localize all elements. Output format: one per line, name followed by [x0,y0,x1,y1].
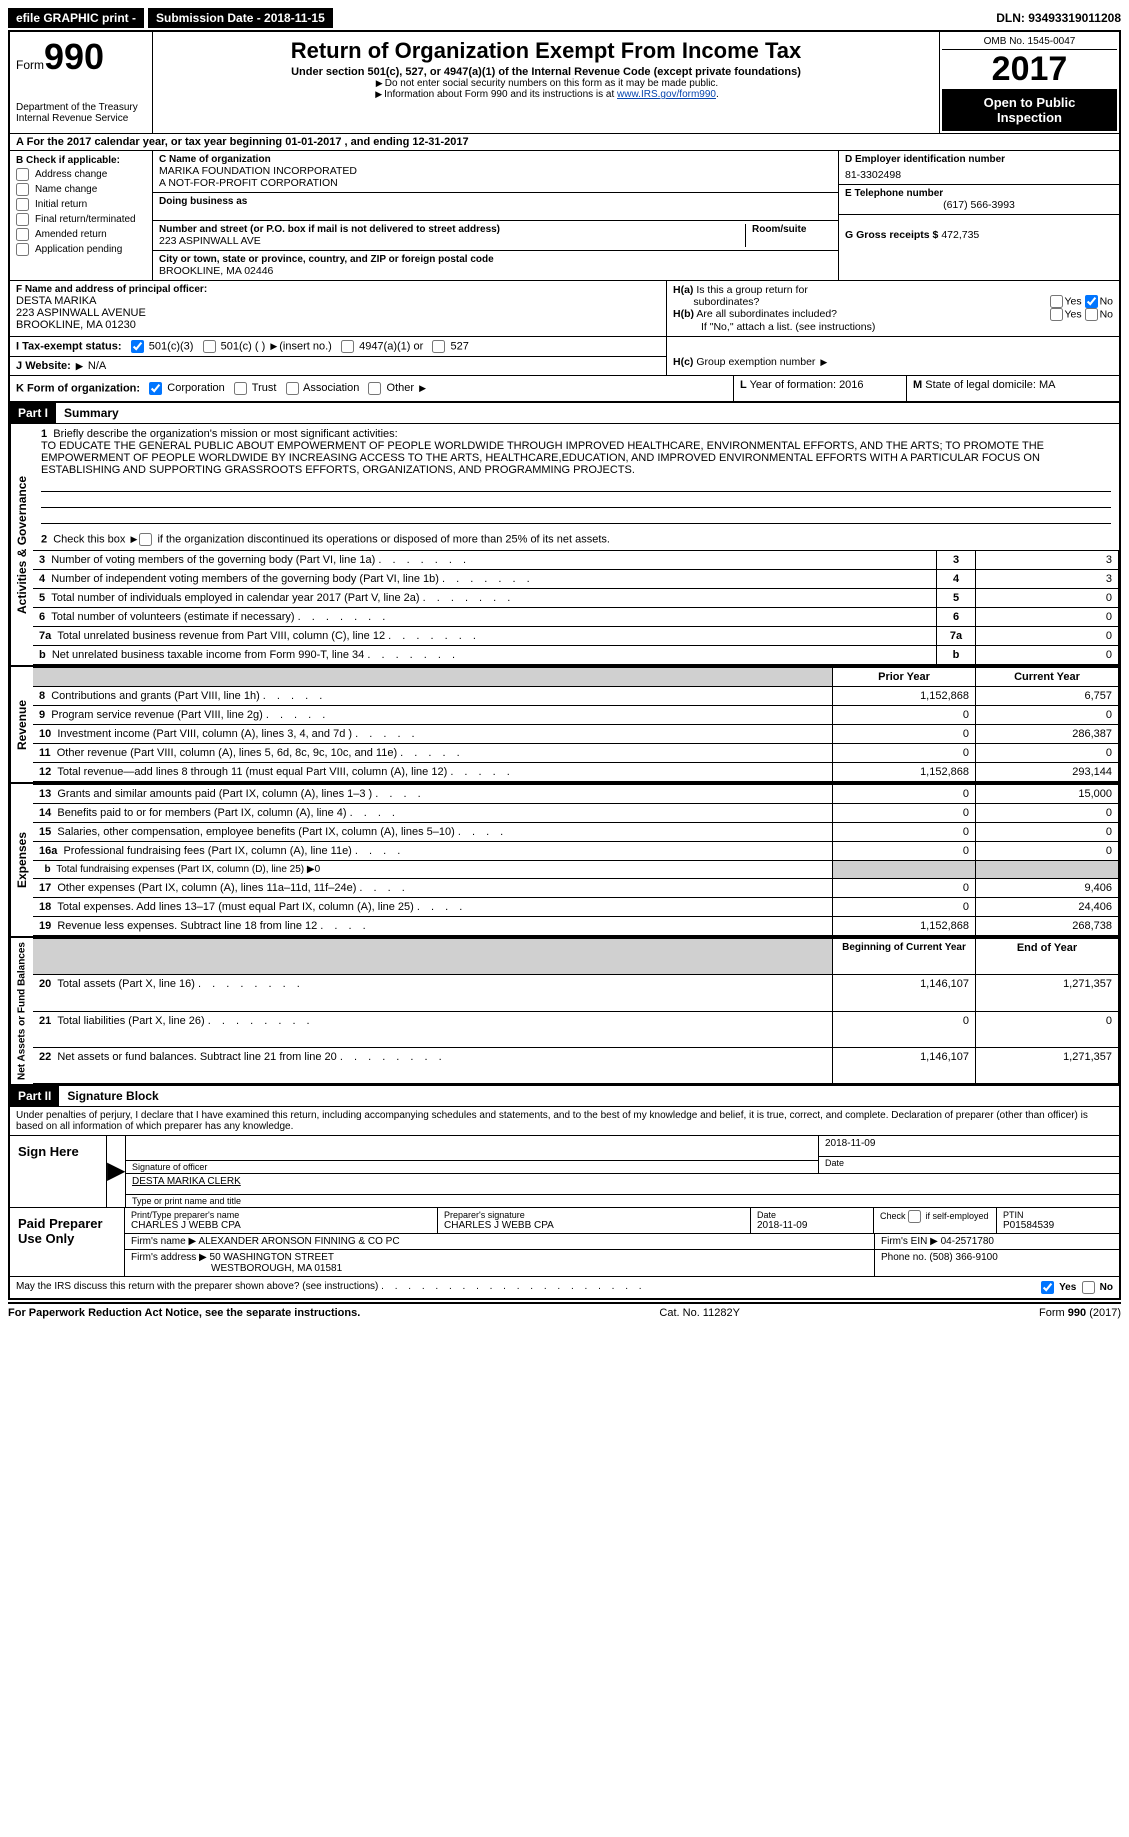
table-row: 15 Salaries, other compensation, employe… [33,823,1119,842]
signature-block: Under penalties of perjury, I declare th… [8,1107,1121,1300]
applicable-option: Name change [16,183,146,196]
applicable-checkbox[interactable] [16,213,29,226]
table-row: 20 Total assets (Part X, line 16) . . . … [33,975,1119,1011]
submission-date: Submission Date - 2018-11-15 [148,8,333,28]
4947-checkbox[interactable] [341,340,354,353]
year-block: OMB No. 1545-0047 2017 Open to PublicIns… [939,32,1119,133]
org-form-checkbox[interactable] [149,382,162,395]
table-row: 7a Total unrelated business revenue from… [33,627,1119,646]
discontinued-checkbox[interactable] [139,533,152,546]
year-formation: L Year of formation: 2016 [734,376,907,401]
arrow-icon [374,78,385,89]
table-row: b Net unrelated business taxable income … [33,646,1119,665]
501c3-checkbox[interactable] [131,340,144,353]
table-row: 11 Other revenue (Part VIII, column (A),… [33,744,1119,763]
tax-exempt-line: I Tax-exempt status: 501(c)(3) 501(c) ( … [10,337,666,357]
expenses-table: 13 Grants and similar amounts paid (Part… [33,784,1119,936]
part-1-header: Part I Summary [8,403,1121,424]
entity-section: A For the 2017 calendar year, or tax yea… [8,133,1121,403]
sign-here-label: Sign Here [10,1136,107,1207]
net-assets-section: Net Assets or Fund Balances Beginning of… [8,938,1121,1086]
right-info-column: D Employer identification number 81-3302… [838,151,1119,280]
applicable-checkbox[interactable] [16,168,29,181]
officer-block: F Name and address of principal officer:… [10,281,667,336]
hb-no-checkbox[interactable] [1085,308,1098,321]
applicable-option: Address change [16,168,146,181]
org-form-checkbox[interactable] [368,382,381,395]
top-bar: efile GRAPHIC print - Submission Date - … [8,8,1121,28]
table-row: 9 Program service revenue (Part VIII, li… [33,706,1119,725]
dln-number: DLN: 93493319011208 [996,11,1121,25]
ha-yes-checkbox[interactable] [1050,295,1063,308]
check-if-applicable: B Check if applicable: Address change Na… [10,151,153,280]
arrow-icon [373,89,384,100]
page-footer: For Paperwork Reduction Act Notice, see … [8,1302,1121,1319]
mission-text: TO EDUCATE THE GENERAL PUBLIC ABOUT EMPO… [41,440,1044,476]
table-row: 22 Net assets or fund balances. Subtract… [33,1047,1119,1083]
discuss-no-checkbox[interactable] [1082,1281,1095,1294]
applicable-checkbox[interactable] [16,228,29,241]
table-header-row: Beginning of Current YearEnd of Year [33,939,1119,975]
table-header-row: Prior YearCurrent Year [33,668,1119,687]
activities-governance-section: Activities & Governance 1 Briefly descri… [8,424,1121,667]
governance-table: 3 Number of voting members of the govern… [33,550,1119,665]
state-domicile: M State of legal domicile: MA [907,376,1119,401]
efile-tag: efile GRAPHIC print - [8,8,144,28]
table-row: 6 Total number of volunteers (estimate i… [33,608,1119,627]
net-assets-table: Beginning of Current YearEnd of Year20 T… [33,938,1119,1084]
perjury-statement: Under penalties of perjury, I declare th… [10,1107,1119,1136]
arrow-icon [128,533,139,545]
table-row: 21 Total liabilities (Part X, line 26) .… [33,1011,1119,1047]
expenses-section: Expenses 13 Grants and similar amounts p… [8,784,1121,938]
table-row: 3 Number of voting members of the govern… [33,551,1119,570]
website-line: J Website: N/A [10,357,666,375]
form-number-block: Form990 Department of the Treasury Inter… [10,32,153,133]
table-row: 17 Other expenses (Part IX, column (A), … [33,879,1119,898]
discuss-yes-checkbox[interactable] [1041,1281,1054,1294]
table-row: 5 Total number of individuals employed i… [33,589,1119,608]
part-2-header: Part II Signature Block [8,1086,1121,1107]
org-form-checkbox[interactable] [286,382,299,395]
paid-preparer-label: Paid Preparer Use Only [10,1208,125,1276]
applicable-option: Final return/terminated [16,213,146,226]
irs-link[interactable]: www.IRS.gov/form990 [617,89,716,100]
revenue-table: Prior YearCurrent Year8 Contributions an… [33,667,1119,782]
table-row: 12 Total revenue—add lines 8 through 11 … [33,763,1119,782]
self-employed-checkbox[interactable] [908,1210,921,1223]
table-row: 8 Contributions and grants (Part VIII, l… [33,687,1119,706]
arrow-icon [818,356,829,368]
form-header: Form990 Department of the Treasury Inter… [8,30,1121,133]
applicable-checkbox[interactable] [16,198,29,211]
applicable-checkbox[interactable] [16,243,29,256]
ha-no-checkbox[interactable] [1085,295,1098,308]
table-row: 13 Grants and similar amounts paid (Part… [33,785,1119,804]
form-title: Return of Organization Exempt From Incom… [161,38,931,64]
arrow-icon [74,360,85,372]
org-info-column: C Name of organization MARIKA FOUNDATION… [153,151,838,280]
discuss-line: May the IRS discuss this return with the… [10,1277,1119,1298]
revenue-section: Revenue Prior YearCurrent Year8 Contribu… [8,667,1121,784]
sign-arrow-icon: ▶ [107,1136,126,1207]
table-row: 19 Revenue less expenses. Subtract line … [33,917,1119,936]
table-row: 4 Number of independent voting members o… [33,570,1119,589]
applicable-option: Application pending [16,243,146,256]
org-form-checkbox[interactable] [234,382,247,395]
table-row: 14 Benefits paid to or for members (Part… [33,804,1119,823]
group-return-block: H(a) Is this a group return for subordin… [667,281,1119,336]
applicable-option: Initial return [16,198,146,211]
table-row: 16a Professional fundraising fees (Part … [33,842,1119,861]
form-of-org-line: K Form of organization: Corporation Trus… [10,376,734,401]
table-row: 10 Investment income (Part VIII, column … [33,725,1119,744]
527-checkbox[interactable] [432,340,445,353]
hb-yes-checkbox[interactable] [1050,308,1063,321]
501c-checkbox[interactable] [203,340,216,353]
form-title-block: Return of Organization Exempt From Incom… [153,32,939,133]
table-row: b Total fundraising expenses (Part IX, c… [33,861,1119,879]
group-exemption-block: H(c) Group exemption number [667,337,1119,375]
table-row: 18 Total expenses. Add lines 13–17 (must… [33,898,1119,917]
applicable-checkbox[interactable] [16,183,29,196]
arrow-icon [268,340,279,352]
applicable-option: Amended return [16,228,146,241]
